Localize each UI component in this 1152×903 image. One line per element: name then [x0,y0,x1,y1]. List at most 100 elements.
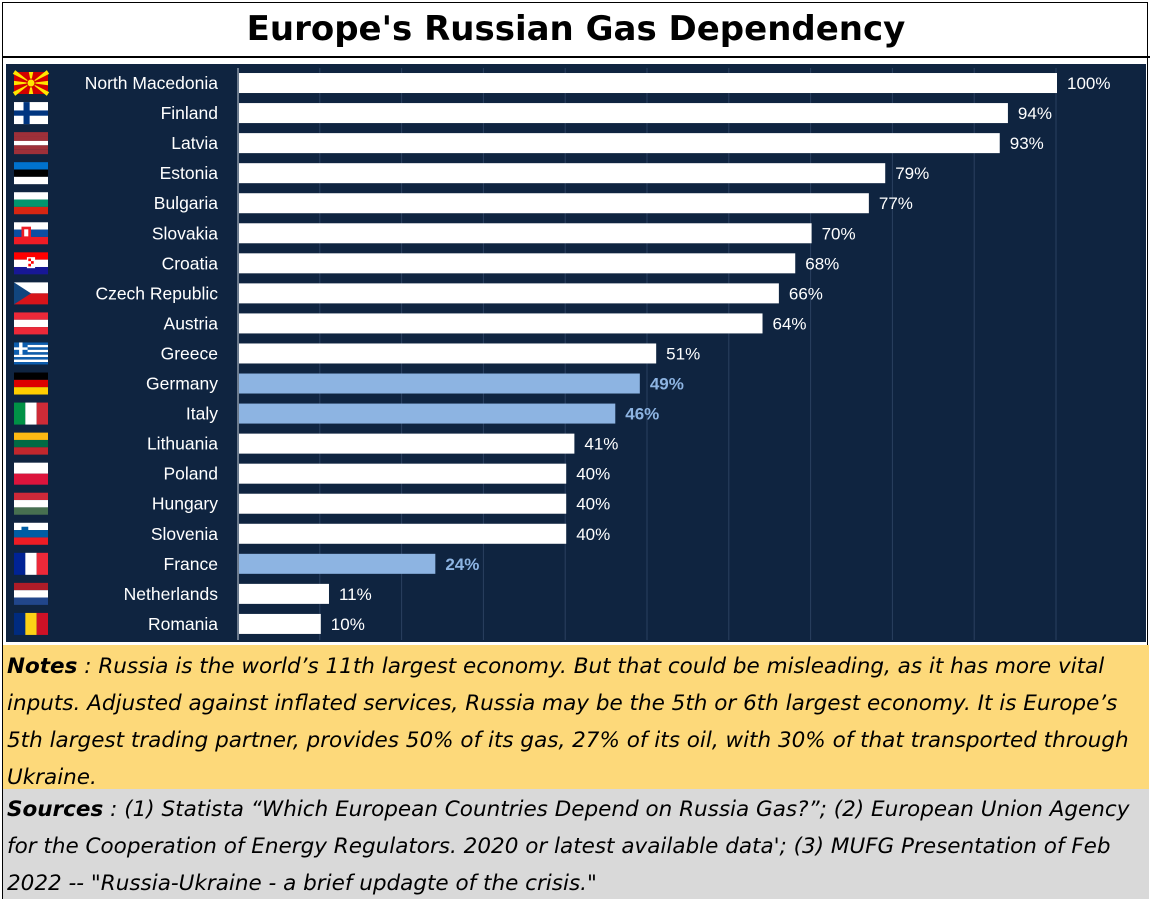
bar [239,373,640,394]
category-label: Lithuania [147,434,218,454]
bar [239,163,886,184]
bar [239,103,1008,124]
bar [239,433,575,454]
bar-row: France 24% [14,552,479,575]
data-label: 24% [445,555,479,574]
data-label: 51% [666,344,700,363]
category-label: Netherlands [124,584,219,604]
netherlands-flag-icon [14,582,48,605]
bar [239,223,812,244]
bar-row: Italy 46% [14,402,659,425]
category-label: Italy [186,404,218,424]
data-label: 94% [1018,104,1052,123]
bar-row: Hungary 40% [14,492,610,515]
italy-flag-icon [14,402,48,425]
bar [239,133,1000,154]
bar [239,253,796,274]
bar-row: Lithuania 41% [14,432,618,455]
bar-row: Slovenia 40% [14,522,610,545]
chart-area: North Macedonia 100% Finland 94% Latvia 93% Es… [6,64,1146,642]
category-label: Bulgaria [154,193,218,213]
bar-row: Austria 64% [14,312,807,335]
category-label: Latvia [171,133,218,153]
bar-row: Finland 94% [14,102,1052,125]
data-label: 93% [1010,134,1044,153]
data-label: 100% [1067,74,1110,93]
bar-row: Estonia 79% [14,162,929,185]
bar [239,583,329,604]
bar-row: Romania 10% [14,612,365,635]
bar-row: Germany 49% [14,372,684,395]
notes-text: : Russia is the world’s 11th largest eco… [7,654,1129,790]
bar-row: Poland 40% [14,462,610,485]
sources-label: Sources [7,797,104,822]
bar-row: Bulgaria 77% [14,192,913,215]
category-label: Germany [146,374,218,394]
germany-flag-icon [14,372,48,395]
data-label: 10% [331,615,365,634]
notes-label: Notes [7,654,78,679]
data-label: 70% [822,224,856,243]
bar-row: Latvia 93% [14,132,1044,155]
bar-chart: North Macedonia 100% Finland 94% Latvia 93% Es… [12,68,1110,640]
romania-flag-icon [14,612,48,635]
lithuania-flag-icon [14,432,48,455]
data-label: 77% [879,194,913,213]
data-label: 40% [576,465,610,484]
data-label: 64% [773,314,807,333]
sources-box: Sources : (1) Statista “Which European C… [3,789,1149,899]
bar [239,193,869,214]
bar [239,313,763,334]
slovenia-flag-icon [14,522,48,545]
category-label: Estonia [160,163,219,183]
data-label: 68% [805,254,839,273]
slovakia-flag-icon [14,222,48,245]
data-label: 49% [650,375,684,394]
category-label: Greece [161,343,218,363]
category-label: Slovenia [151,524,218,544]
notes-box: Notes : Russia is the world’s 11th large… [3,645,1149,790]
category-label: Romania [148,614,218,634]
bar-row: Netherlands 11% [14,582,372,605]
hungary-flag-icon [14,492,48,515]
austria-flag-icon [14,312,48,335]
data-label: 79% [895,164,929,183]
chart-title: Europe's Russian Gas Dependency [2,2,1150,58]
poland-flag-icon [14,462,48,485]
data-label: 11% [339,585,372,604]
bar-row: Greece 51% [14,342,700,365]
data-label: 66% [789,284,823,303]
greece-flag-icon [14,342,48,365]
category-label: France [164,554,218,574]
north-macedonia-flag-icon [12,70,50,96]
bar [239,613,321,634]
bar-row: Croatia 68% [14,252,839,275]
bar-row: North Macedonia 100% [12,70,1110,96]
bar [239,73,1057,94]
category-label: Czech Republic [95,283,218,303]
croatia-flag-icon [14,252,48,275]
bar-row: Czech Republic 66% [14,282,823,305]
data-label: 40% [576,525,610,544]
bar [239,553,436,574]
estonia-flag-icon [14,162,48,185]
category-label: Croatia [162,253,219,273]
data-label: 46% [625,405,659,424]
category-label: Finland [161,103,218,123]
category-label: Hungary [152,494,218,514]
finland-flag-icon [14,102,48,125]
france-flag-icon [14,552,48,575]
bulgaria-flag-icon [14,192,48,215]
data-label: 40% [576,495,610,514]
latvia-flag-icon [14,132,48,155]
sources-text: : (1) Statista “Which European Countries… [7,797,1130,896]
czech-republic-flag-icon [14,282,48,305]
data-label: 41% [584,435,618,454]
bar-row: Slovakia 70% [14,222,856,245]
bar [239,463,567,484]
bar [239,493,567,514]
bar [239,283,779,304]
bar [239,403,616,424]
category-label: Austria [164,313,219,333]
category-label: Slovakia [152,223,218,243]
